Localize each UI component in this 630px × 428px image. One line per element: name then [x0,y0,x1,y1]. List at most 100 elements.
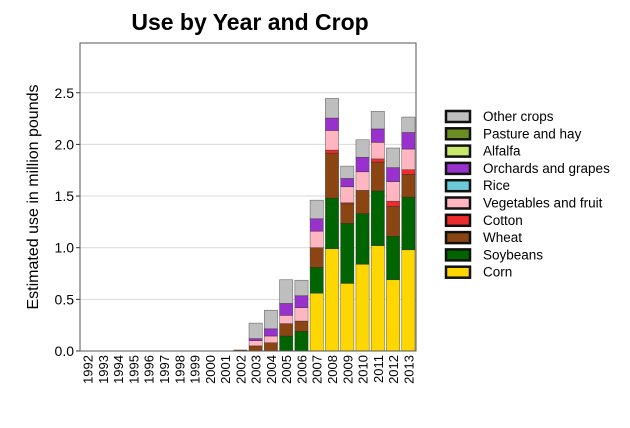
bar-orchards-and-grapes [370,128,385,143]
bar-orchards-and-grapes [309,218,324,232]
bar-vegetables-and-fruit [386,181,401,202]
bar-other-crops [370,111,385,130]
bar-corn [386,279,401,352]
bar-other-crops [401,116,416,133]
y-axis-label: Estimated use in million pounds [25,84,42,309]
bar-wheat [340,203,355,224]
legend-label: Rice [483,178,510,193]
x-tick-label: 2002 [233,355,248,384]
bar-orchards-and-grapes [263,328,278,337]
bar-other-crops [294,279,309,297]
bar-other-crops [386,147,401,168]
legend-label: Vegetables and fruit [483,196,603,211]
bar-vegetables-and-fruit [263,335,278,344]
x-tick-label: 1999 [188,355,203,384]
legend-swatch [444,248,472,262]
bar-wheat [386,206,401,237]
bar-vegetables-and-fruit [279,315,294,324]
bar-wheat [355,190,370,214]
bar-cotton [401,169,416,175]
bar-vegetables-and-fruit [325,130,339,151]
x-tick-label: 1996 [142,355,157,384]
y-tick-label: 0.5 [55,291,75,307]
bar-orchards-and-grapes [355,157,370,173]
bar-vegetables-and-fruit [248,340,263,347]
bar-other-crops [263,309,278,330]
bar-orchards-and-grapes [279,303,294,316]
bar-corn [370,245,385,352]
bar-other-crops [355,139,370,158]
bar-other-crops [248,322,263,339]
bar-soybeans [340,223,355,284]
chart-title: Use by Year and Crop [131,9,368,35]
bar-orchards-and-grapes [386,167,401,182]
y-tick-label: 2.5 [55,85,75,101]
x-tick-label: 1995 [126,355,141,384]
legend-swatch [444,109,472,124]
bar-other-crops [309,199,324,220]
x-tick-label: 2011 [371,355,386,383]
bar-wheat [401,174,416,198]
y-tick-label: 2.0 [55,136,75,152]
bar-corn [309,292,324,352]
bar-vegetables-and-fruit [294,307,309,322]
bar-vegetables-and-fruit [355,171,370,191]
bar-wheat [279,323,294,337]
bar-other-crops [325,98,339,119]
x-tick-label: 2009 [340,355,355,384]
bar-soybeans [355,213,370,265]
x-tick-label: 2008 [325,355,340,384]
x-tick-label: 2001 [218,355,233,384]
bar-soybeans [386,236,401,281]
legend-swatch [444,127,472,141]
bar-vegetables-and-fruit [401,148,416,171]
legend-label: Other crops [483,109,554,124]
legend-swatch [444,265,472,279]
bar-cotton [386,200,401,207]
bar-corn [355,263,370,352]
bar-vegetables-and-fruit [309,230,324,248]
x-tick-label: 2000 [203,355,218,384]
bar-wheat [248,345,263,352]
bar-soybeans [309,267,324,294]
bar-corn [340,283,355,352]
legend-label: Cotton [483,213,523,228]
bar-orchards-and-grapes [401,132,416,150]
bar-cotton [325,149,339,154]
legend-swatch [444,144,472,158]
bar-orchards-and-grapes [294,295,309,308]
x-tick-label: 1998 [172,355,187,384]
bar-wheat [294,320,309,332]
x-tick-label: 2006 [294,355,309,384]
bar-soybeans [294,331,309,352]
x-tick-label: 2003 [249,355,264,384]
bar-soybeans [370,190,385,246]
x-tick-label: 2013 [401,355,416,384]
bar-vegetables-and-fruit [370,142,385,160]
bar-wheat [263,342,278,352]
bar-cotton [370,158,385,163]
bar-orchards-and-grapes [325,117,339,131]
bar-orchards-and-grapes [248,338,263,341]
bar-soybeans [401,196,416,251]
legend-label: Wheat [483,230,522,245]
x-tick-label: 2007 [310,355,325,384]
legend-swatch [444,230,472,245]
x-tick-label: 1994 [111,355,126,384]
x-tick-label: 2005 [279,355,294,384]
legend-label: Corn [483,265,512,280]
legend-swatch [444,161,472,176]
bar-wheat [370,161,385,192]
plot-border [79,42,417,352]
y-tick-label: 1.5 [55,188,75,204]
y-tick-label: 1.0 [55,240,75,256]
x-tick-label: 2004 [264,355,279,384]
legend-label: Pasture and hay [483,126,582,141]
y-tick-label: 0.0 [55,343,75,359]
legend-label: Orchards and grapes [483,161,610,176]
bar-orchards-and-grapes [340,178,355,188]
bar-corn [325,248,339,352]
x-tick-label: 1997 [157,355,172,384]
x-tick-label: 1992 [81,355,96,384]
